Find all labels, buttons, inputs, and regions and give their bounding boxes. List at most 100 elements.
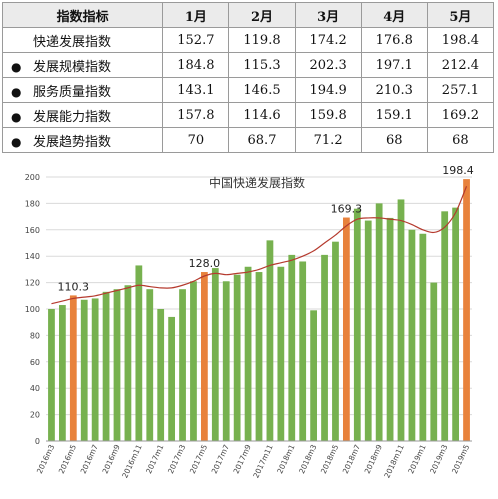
x-tick-label: 2017m11 bbox=[251, 443, 274, 480]
table-cell: 257.1 bbox=[426, 77, 495, 103]
table-cell: 71.2 bbox=[294, 127, 362, 153]
x-tick-label: 2017m7 bbox=[210, 443, 231, 475]
x-tick-label: 2019m1 bbox=[406, 443, 427, 475]
chart-title: 中国快递发展指数 bbox=[209, 175, 305, 190]
x-tick-label: 2016m9 bbox=[100, 443, 121, 475]
bar bbox=[397, 199, 405, 441]
table-cell: 157.8 bbox=[162, 102, 230, 128]
data-label: 110.3 bbox=[58, 280, 90, 293]
bar-highlight bbox=[342, 217, 350, 441]
table-row: 快递发展指数 152.7 119.8 174.2 176.8 198.4 bbox=[1, 27, 495, 53]
table-row-label: ● 发展能力指数 bbox=[1, 102, 164, 128]
bar bbox=[408, 229, 416, 441]
table-cell: 210.3 bbox=[360, 77, 428, 103]
bar bbox=[321, 254, 328, 441]
x-tick-label: 2016m5 bbox=[57, 443, 78, 475]
y-tick-label: 80 bbox=[30, 331, 40, 340]
bar bbox=[113, 289, 121, 441]
x-tick-label: 2017m5 bbox=[188, 443, 209, 475]
table-row: ● 发展趋势指数 70 68.7 71.2 68 68 bbox=[1, 127, 495, 153]
table-row-label: ● 发展规模指数 bbox=[1, 52, 164, 78]
bullet-icon: ● bbox=[11, 84, 22, 99]
x-tick-label: 2018m7 bbox=[341, 443, 362, 475]
bar bbox=[80, 299, 88, 441]
bar bbox=[255, 272, 263, 441]
y-tick-label: 20 bbox=[30, 411, 40, 420]
table-cell: 159.8 bbox=[294, 102, 362, 128]
data-label: 128.0 bbox=[189, 257, 221, 270]
express-index-chart: 0 20 40 60 80 100 120 140 160 180 200 110.3 128.0 16… bbox=[25, 164, 474, 480]
table-cell: 174.2 bbox=[294, 27, 362, 53]
table-row: ● 服务质量指数 143.1 146.5 194.9 210.3 257.1 bbox=[1, 77, 495, 103]
table-cell: 197.1 bbox=[360, 52, 428, 78]
bar bbox=[48, 309, 55, 441]
bar bbox=[288, 254, 296, 441]
table-row: ● 发展规模指数 184.8 115.3 202.3 197.1 212.4 bbox=[1, 52, 495, 78]
index-table-container: 指数指标 1月 2月 3月 4月 5月 快递发展指数 152.7 119.8 1… bbox=[1, 2, 495, 153]
bullet-icon: ● bbox=[11, 134, 22, 149]
table-cell: 68.7 bbox=[228, 127, 296, 153]
bar bbox=[244, 266, 252, 441]
bar bbox=[386, 217, 394, 441]
bar bbox=[211, 268, 219, 441]
bar bbox=[222, 281, 230, 441]
bar-highlight bbox=[200, 272, 208, 441]
table-header-month: 4月 bbox=[360, 2, 428, 28]
y-tick-label: 120 bbox=[25, 279, 40, 288]
table-cell: 68 bbox=[360, 127, 428, 153]
chart-container: 0 20 40 60 80 100 120 140 160 180 200 110.3 128.0 16… bbox=[2, 164, 496, 495]
x-tick-label: 2018m5 bbox=[319, 443, 340, 475]
row-label-text: 发展能力指数 bbox=[33, 109, 112, 125]
y-tick-label: 60 bbox=[30, 358, 40, 367]
bullet-icon: ● bbox=[11, 59, 22, 74]
table-row: ● 发展能力指数 157.8 114.6 159.8 159.1 169.2 bbox=[1, 102, 495, 128]
bar bbox=[310, 310, 318, 441]
table-cell: 114.6 bbox=[228, 102, 296, 128]
table-cell: 70 bbox=[162, 127, 230, 153]
bar bbox=[452, 207, 460, 441]
bar bbox=[266, 240, 274, 441]
bar bbox=[102, 291, 110, 441]
bar bbox=[233, 274, 241, 441]
bar bbox=[277, 266, 285, 441]
x-tick-label: 2018m11 bbox=[382, 443, 405, 480]
bar bbox=[58, 305, 66, 441]
bullet-icon: ● bbox=[11, 109, 22, 124]
bar bbox=[124, 285, 132, 441]
y-axis: 0 20 40 60 80 100 120 140 160 180 200 bbox=[25, 173, 40, 446]
y-tick-label: 160 bbox=[25, 226, 40, 235]
x-tick-label: 2018m3 bbox=[297, 443, 318, 475]
bar bbox=[179, 289, 186, 441]
table-cell: 194.9 bbox=[294, 77, 362, 103]
table-cell: 159.1 bbox=[360, 102, 428, 128]
bar bbox=[146, 289, 154, 441]
bar bbox=[299, 261, 307, 441]
row-label-text: 发展趋势指数 bbox=[33, 134, 112, 150]
trend-line-layer bbox=[51, 186, 468, 305]
table-header-month: 2月 bbox=[228, 2, 296, 28]
table-cell: 143.1 bbox=[162, 77, 230, 103]
x-tick-label: 2017m9 bbox=[232, 443, 253, 475]
table-header-month: 5月 bbox=[426, 2, 495, 28]
table-cell: 202.3 bbox=[294, 52, 362, 78]
x-tick-label: 2017m3 bbox=[166, 443, 187, 475]
table-cell: 169.2 bbox=[426, 102, 495, 128]
bar bbox=[419, 233, 427, 441]
table-cell: 212.4 bbox=[426, 52, 495, 78]
table-cell: 152.7 bbox=[162, 27, 230, 53]
y-tick-label: 140 bbox=[25, 252, 40, 261]
trend-line bbox=[51, 186, 468, 305]
data-labels: 110.3 128.0 169.3 198.4 bbox=[58, 164, 474, 293]
x-tick-label: 2018m9 bbox=[363, 443, 384, 475]
bar bbox=[364, 220, 372, 441]
table-cell: 198.4 bbox=[426, 27, 495, 53]
bar bbox=[430, 282, 438, 441]
y-tick-label: 0 bbox=[35, 437, 40, 446]
bar bbox=[168, 316, 176, 441]
bar bbox=[375, 203, 383, 441]
bar bbox=[353, 208, 361, 441]
row-label-text: 服务质量指数 bbox=[33, 84, 112, 100]
table-cell: 115.3 bbox=[228, 52, 296, 78]
bar bbox=[190, 281, 197, 441]
